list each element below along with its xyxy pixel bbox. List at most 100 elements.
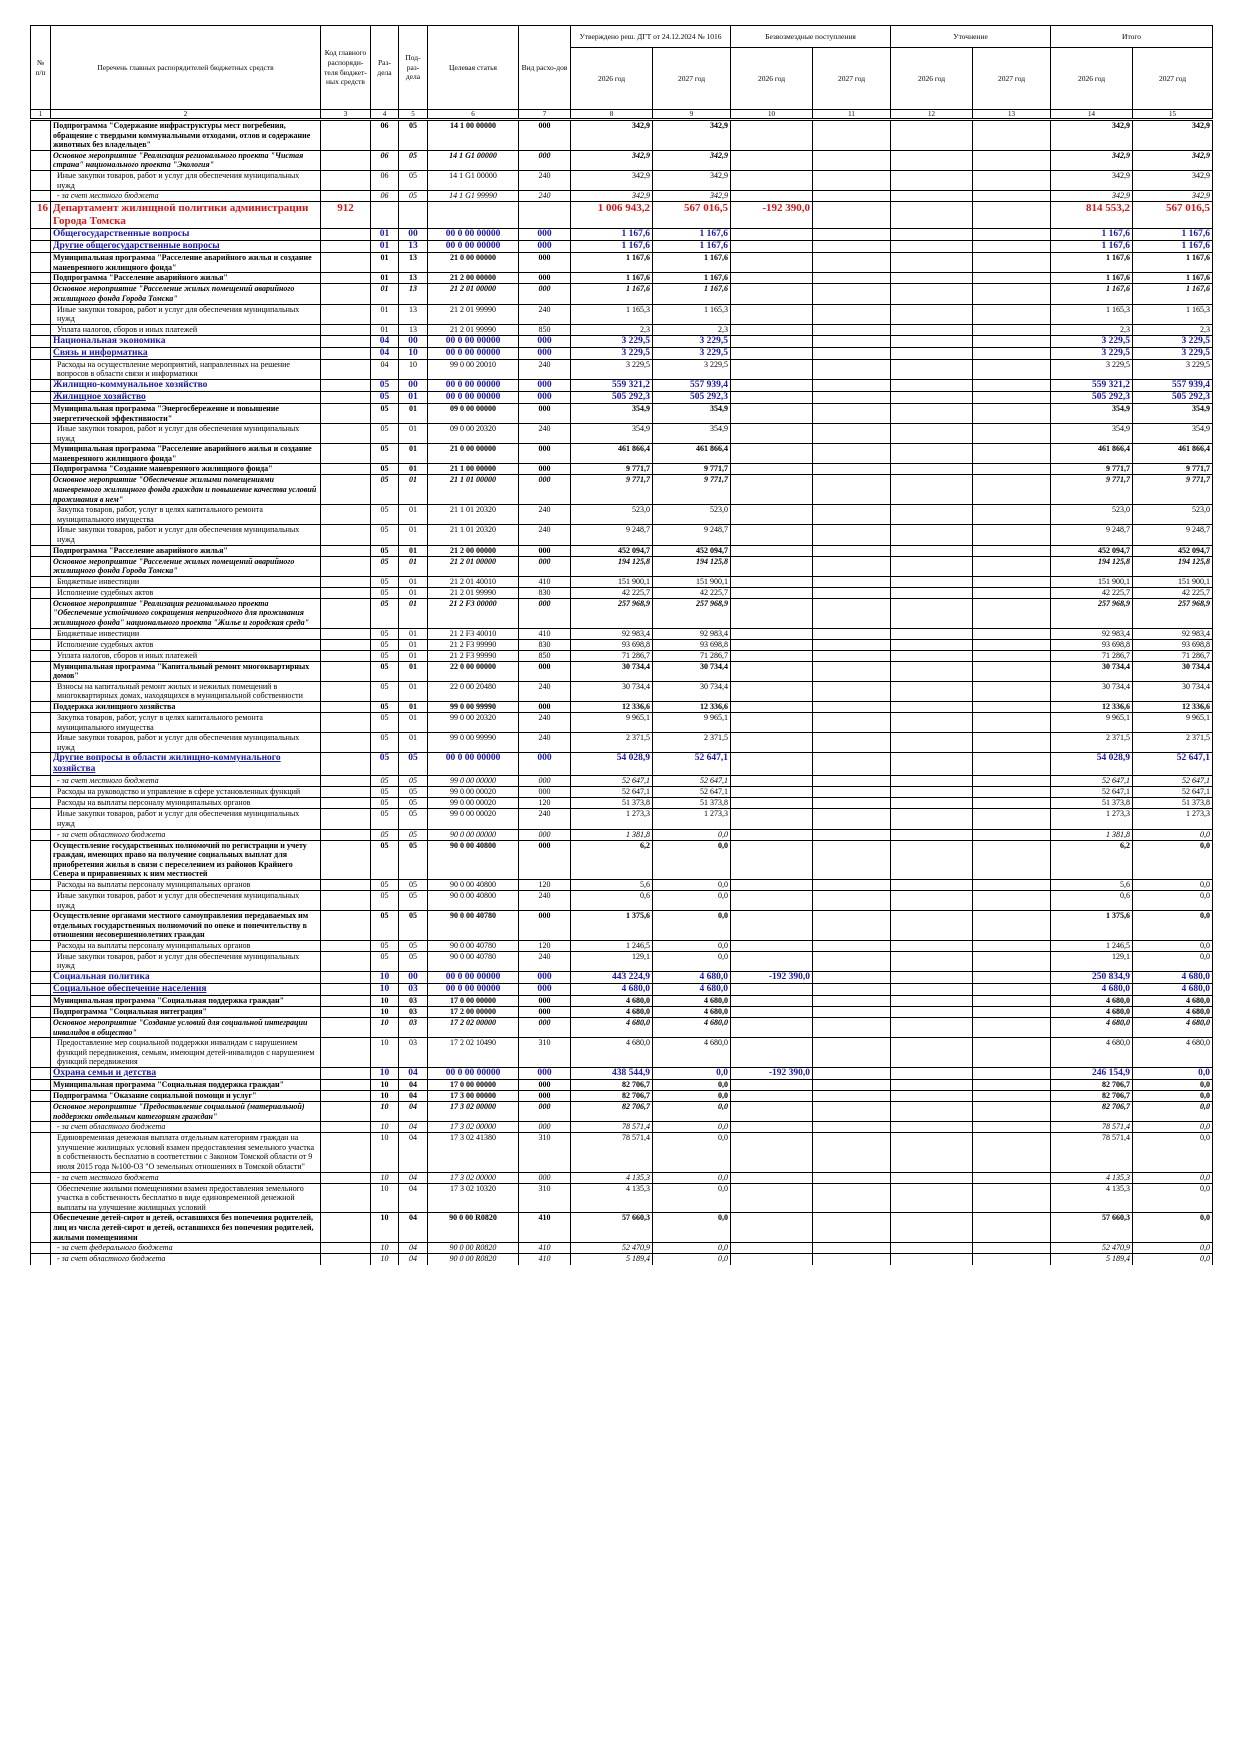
row-label: Расходы на осуществление мероприятий, на… <box>50 358 321 380</box>
table-cell: 05 <box>370 700 399 713</box>
table-cell: 01 <box>398 711 428 733</box>
table-cell: 10 <box>370 1017 399 1038</box>
table-cell <box>730 711 814 733</box>
table-row: Иные закупки товаров, работ и услуг для … <box>30 524 1214 546</box>
table-cell <box>320 1017 371 1038</box>
table-cell: 21 2 F3 00000 <box>427 597 519 629</box>
table-cell: 1 246,5 <box>570 939 653 952</box>
table-row: Иные закупки товаров, работ и услуг для … <box>30 169 1214 191</box>
table-cell <box>812 190 892 202</box>
table-cell: 05 <box>370 524 399 546</box>
table-cell <box>730 323 814 336</box>
table-cell: 000 <box>518 1067 571 1080</box>
table-cell: 05 <box>398 839 428 880</box>
table-cell <box>972 1121 1052 1133</box>
table-cell <box>320 402 371 424</box>
table-cell: 21 1 01 20320 <box>427 524 519 546</box>
table-cell: 1 165,3 <box>1132 303 1214 325</box>
table-cell: 99 0 00 20320 <box>427 711 519 733</box>
row-label: Исполнение судебных актов <box>50 638 321 651</box>
table-cell: 814 553,2 <box>1050 201 1134 229</box>
row-label: Иные закупки товаров, работ и услуг для … <box>50 889 321 911</box>
table-cell: 250 834,9 <box>1050 971 1134 984</box>
table-cell <box>30 808 51 830</box>
table-cell <box>972 474 1052 505</box>
table-cell: 71 286,7 <box>570 649 653 662</box>
table-cell <box>812 252 892 273</box>
table-cell: 17 3 02 00000 <box>427 1101 519 1122</box>
table-cell <box>30 638 51 651</box>
column-number: 10 <box>730 109 814 121</box>
table-cell: 82 706,7 <box>570 1101 653 1122</box>
table-cell: 354,9 <box>651 423 732 444</box>
table-cell: 06 <box>370 149 399 171</box>
table-cell: 90 0 00 R0820 <box>427 1253 519 1265</box>
row-label: Осуществление государственных полномочий… <box>50 839 321 880</box>
table-cell: 10 <box>370 1037 399 1068</box>
table-cell <box>972 910 1052 941</box>
table-cell: 342,9 <box>570 119 653 151</box>
table-cell <box>30 1067 51 1080</box>
table-cell: 12 336,6 <box>1050 700 1134 713</box>
table-row: Расходы на осуществление мероприятий, на… <box>30 358 1214 380</box>
table-cell <box>890 463 974 475</box>
table-cell: 3 229,5 <box>570 334 653 348</box>
table-cell: 4 135,3 <box>570 1171 653 1184</box>
table-cell: 05 <box>398 169 428 191</box>
table-cell <box>890 323 974 336</box>
table-cell: 05 <box>398 910 428 941</box>
table-cell <box>812 323 892 336</box>
table-cell <box>30 1006 51 1018</box>
table-cell: 05 <box>370 627 399 640</box>
table-cell <box>30 1017 51 1038</box>
row-label: Основное мероприятие "Предоставление соц… <box>50 1101 321 1122</box>
table-cell: 000 <box>518 1090 571 1102</box>
table-body: Подпрограмма "Содержание инфраструктуры … <box>30 119 1214 1265</box>
table-cell: 4 135,3 <box>1050 1171 1134 1184</box>
table-cell: 05 <box>370 378 399 392</box>
row-label: Иные закупки товаров, работ и услуг для … <box>50 169 321 191</box>
table-cell <box>812 402 892 424</box>
table-row: Муниципальная программа "Расселение авар… <box>30 443 1214 464</box>
table-cell <box>30 252 51 273</box>
table-cell <box>890 752 974 776</box>
table-cell: 05 <box>398 808 428 830</box>
table-cell: 0,0 <box>651 1067 732 1080</box>
table-cell: 342,9 <box>1132 190 1214 202</box>
table-cell <box>320 649 371 662</box>
table-row: Предоставление мер социальной поддержки … <box>30 1037 1214 1068</box>
table-cell <box>890 808 974 830</box>
table-cell: 71 286,7 <box>1132 649 1214 662</box>
table-cell: 0,0 <box>1132 1079 1214 1091</box>
table-cell: 04 <box>398 1253 428 1265</box>
table-cell <box>730 283 814 305</box>
table-cell: 10 <box>370 1132 399 1173</box>
table-row: Осуществление органами местного самоупра… <box>30 910 1214 941</box>
table-cell: 9 771,7 <box>1050 463 1134 475</box>
table-cell <box>890 1037 974 1068</box>
table-cell: 05 <box>370 752 399 776</box>
table-cell <box>972 346 1052 360</box>
table-cell <box>972 201 1052 229</box>
table-cell: 13 <box>398 303 428 325</box>
table-cell: 01 <box>398 390 428 404</box>
header-cell: Вид расхо-дов <box>518 25 571 110</box>
header-year: 2026 год <box>730 47 814 110</box>
table-cell <box>890 797 974 809</box>
table-cell: 05 <box>370 575 399 588</box>
table-cell <box>972 524 1052 546</box>
row-label: Национальная экономика <box>50 334 321 348</box>
table-cell: 4 680,0 <box>570 1006 653 1018</box>
table-cell <box>890 149 974 171</box>
table-cell <box>812 1121 892 1133</box>
table-row: Обеспечение детей-сирот и детей, оставши… <box>30 1212 1214 1243</box>
table-row: Исполнение судебных актов 05 01 21 2 F3 999… <box>30 638 1214 651</box>
table-cell: 99 0 00 20010 <box>427 358 519 380</box>
table-cell <box>890 638 974 651</box>
table-cell: 9 248,7 <box>1132 524 1214 546</box>
table-cell: 12 336,6 <box>570 700 653 713</box>
table-cell <box>30 524 51 546</box>
table-cell: 05 <box>370 443 399 464</box>
table-cell <box>972 597 1052 629</box>
header-cell: Код главного распоряди-теля бюджет-ных с… <box>320 25 371 110</box>
